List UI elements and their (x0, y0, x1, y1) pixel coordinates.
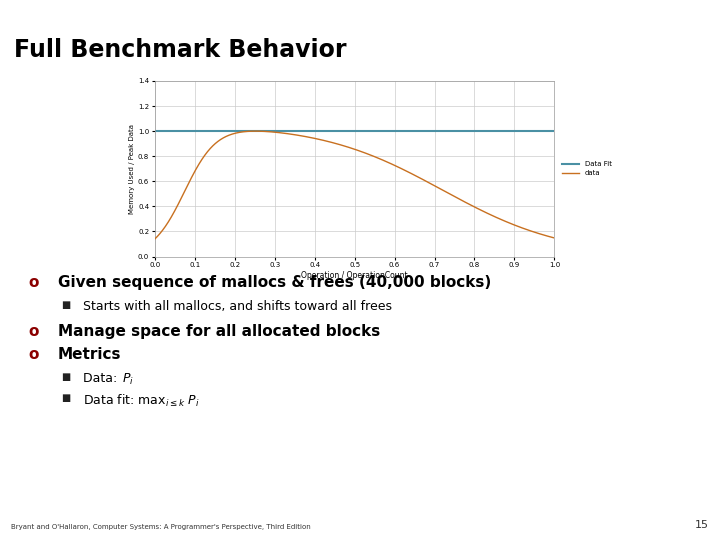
Text: 15: 15 (696, 520, 709, 530)
Text: ■: ■ (61, 300, 71, 310)
Text: Bryant and O'Hallaron, Computer Systems: A Programmer's Perspective, Third Editi: Bryant and O'Hallaron, Computer Systems:… (11, 524, 310, 530)
Text: ■: ■ (61, 393, 71, 403)
Text: o: o (29, 347, 39, 362)
Text: Carnegie Mellon: Carnegie Mellon (608, 10, 709, 20)
Text: $P_i$: $P_i$ (122, 372, 135, 387)
Text: o: o (29, 324, 39, 339)
Y-axis label: Memory Used / Peak Data: Memory Used / Peak Data (129, 124, 135, 214)
X-axis label: Operation / OperationCount: Operation / OperationCount (301, 271, 408, 280)
Legend: Data Fit, data: Data Fit, data (562, 161, 612, 176)
Text: Full Benchmark Behavior: Full Benchmark Behavior (14, 38, 347, 62)
Text: ■: ■ (61, 372, 71, 382)
Text: Starts with all mallocs, and shifts toward all frees: Starts with all mallocs, and shifts towa… (83, 300, 392, 313)
Text: Manage space for all allocated blocks: Manage space for all allocated blocks (58, 324, 380, 339)
Text: Data fit: $\mathrm{max}_{i \leq k}\ P_i$: Data fit: $\mathrm{max}_{i \leq k}\ P_i$ (83, 393, 199, 409)
Text: Data:: Data: (83, 372, 121, 384)
Text: Metrics: Metrics (58, 347, 121, 362)
Text: Given sequence of mallocs & frees (40,000 blocks): Given sequence of mallocs & frees (40,00… (58, 275, 491, 291)
Text: o: o (29, 275, 39, 291)
